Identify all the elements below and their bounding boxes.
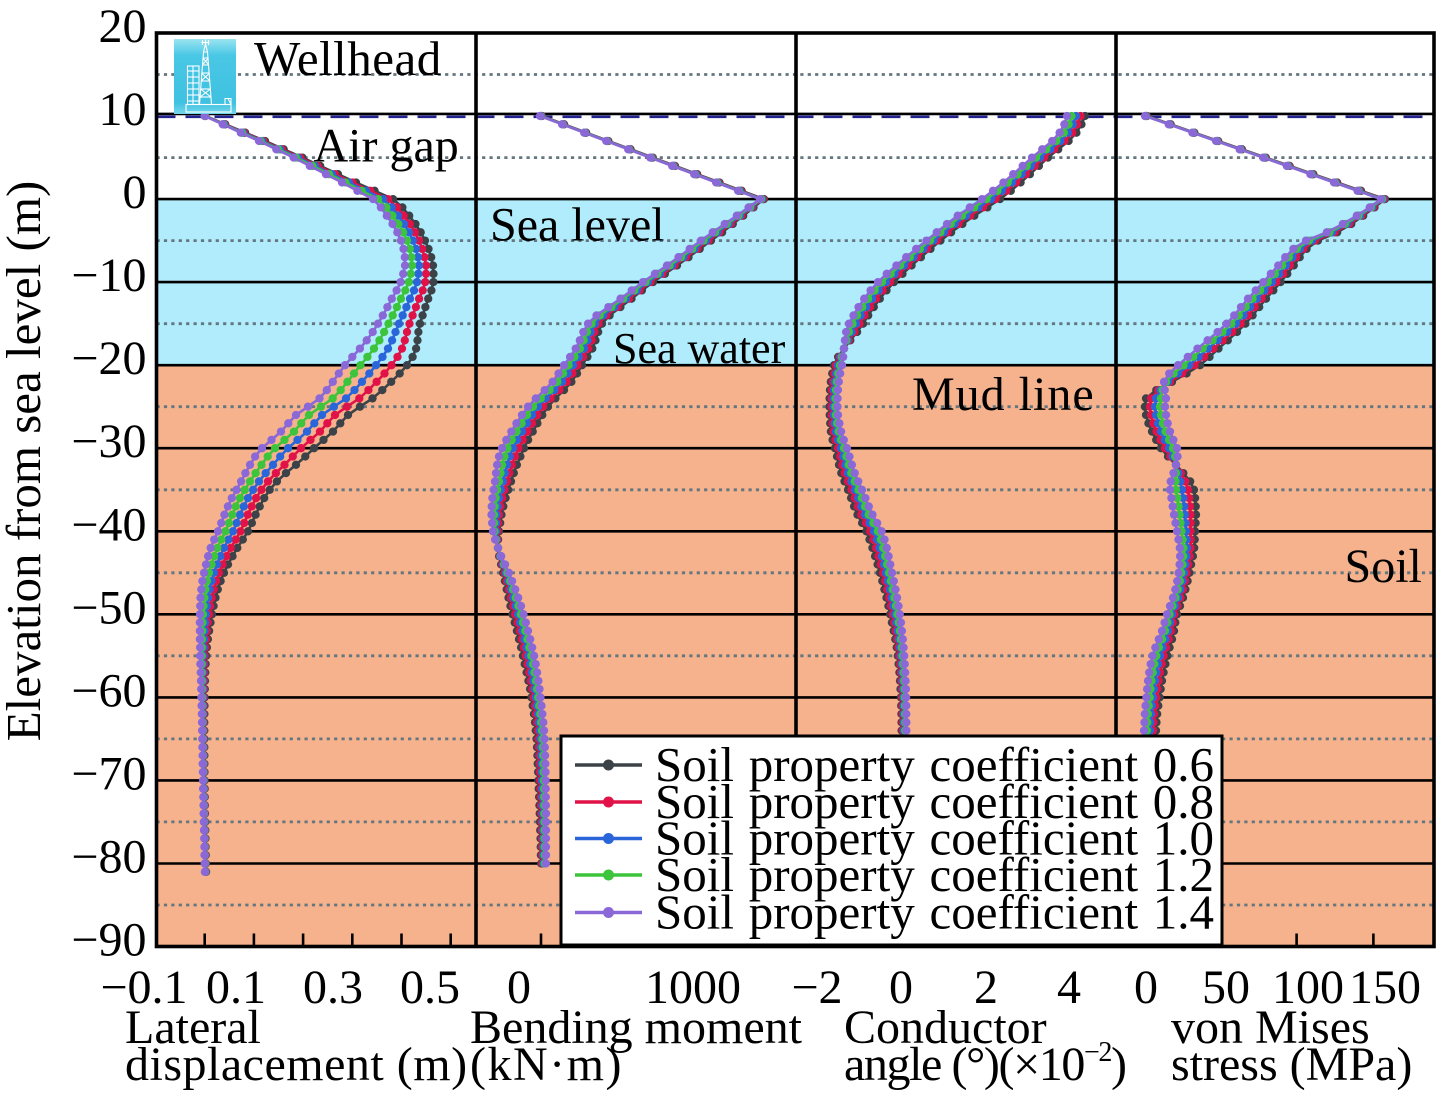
svg-text:0.5: 0.5 xyxy=(400,961,460,1014)
svg-text:Soil property coefficient 0.6: Soil property coefficient 0.6 xyxy=(655,737,1214,792)
svg-text:−90: −90 xyxy=(71,914,146,967)
svg-text:150: 150 xyxy=(1349,961,1421,1014)
svg-text:0: 0 xyxy=(889,961,913,1014)
svg-text:2: 2 xyxy=(974,961,998,1014)
svg-text:0: 0 xyxy=(507,961,531,1014)
svg-text:Sea water: Sea water xyxy=(613,324,786,373)
svg-text:−40: −40 xyxy=(71,498,146,551)
svg-text:Conductor: Conductor xyxy=(844,1001,1047,1054)
svg-text:−70: −70 xyxy=(71,747,146,800)
svg-text:(kN·m): (kN·m) xyxy=(470,1038,623,1091)
svg-text:Air gap: Air gap xyxy=(314,120,459,173)
svg-text:Mud line: Mud line xyxy=(912,368,1095,421)
svg-text:0: 0 xyxy=(123,166,147,219)
svg-text:100: 100 xyxy=(1272,961,1344,1014)
svg-text:Sea level: Sea level xyxy=(490,199,665,252)
svg-text:stress (MPa): stress (MPa) xyxy=(1171,1038,1412,1091)
svg-text:Soil property coefficient 1.0: Soil property coefficient 1.0 xyxy=(655,811,1214,866)
svg-text:−50: −50 xyxy=(71,581,146,634)
svg-text:−60: −60 xyxy=(71,664,146,717)
svg-text:−0.1: −0.1 xyxy=(100,961,187,1014)
svg-text:0.3: 0.3 xyxy=(303,961,363,1014)
svg-text:20: 20 xyxy=(99,0,147,53)
svg-text:−2: −2 xyxy=(791,961,842,1014)
svg-text:−20: −20 xyxy=(71,332,146,385)
svg-text:1000: 1000 xyxy=(645,961,741,1014)
svg-text:50: 50 xyxy=(1202,961,1250,1014)
svg-text:10: 10 xyxy=(99,83,147,136)
svg-text:Wellhead: Wellhead xyxy=(254,31,442,86)
svg-text:−80: −80 xyxy=(71,830,146,883)
svg-text:Elevation from sea level (m): Elevation from sea level (m) xyxy=(0,181,51,742)
svg-text:−10: −10 xyxy=(71,249,146,302)
svg-text:Bending moment: Bending moment xyxy=(470,1001,803,1054)
svg-text:Soil property coefficient 1.2: Soil property coefficient 1.2 xyxy=(655,847,1214,902)
svg-text:Soil property coefficient 0.8: Soil property coefficient 0.8 xyxy=(655,774,1214,829)
svg-text:von Mises: von Mises xyxy=(1171,1001,1370,1054)
svg-text:Soil: Soil xyxy=(1345,540,1422,593)
svg-text:4: 4 xyxy=(1057,961,1081,1014)
svg-text:−30: −30 xyxy=(71,415,146,468)
svg-text:Lateral: Lateral xyxy=(125,1001,261,1054)
svg-text:displacement (m): displacement (m) xyxy=(125,1038,468,1091)
svg-text:Soil property coefficient 1.4: Soil property coefficient 1.4 xyxy=(655,885,1214,940)
svg-text:angle (°)(×10−2): angle (°)(×10−2) xyxy=(844,1037,1126,1091)
svg-text:0.1: 0.1 xyxy=(206,961,266,1014)
svg-text:0: 0 xyxy=(1134,961,1158,1014)
